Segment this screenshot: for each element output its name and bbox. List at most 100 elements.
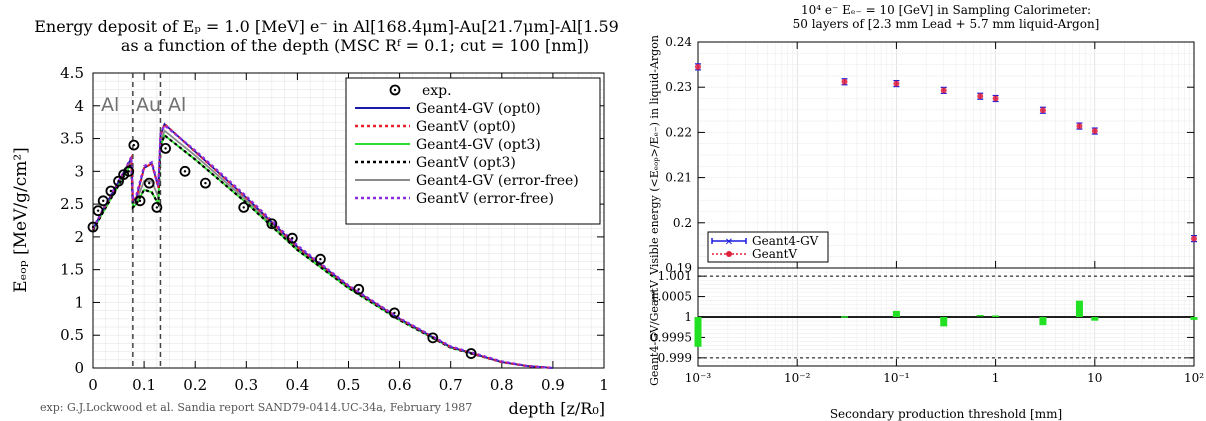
y-tick-label: 2.5 xyxy=(60,195,84,213)
y-tick-label: 3.5 xyxy=(60,130,84,148)
ratio-bar xyxy=(1190,317,1198,320)
right-bottom-plot-area: 0.999 0.9995 1 1.0005 1.001 10⁻³ 10⁻² 10⁻¹ 1 10 10… xyxy=(650,267,1204,385)
exp-point-dot xyxy=(183,170,187,173)
exp-point xyxy=(123,165,135,177)
exp-point xyxy=(427,332,439,344)
x-tick-label: 0.9 xyxy=(541,376,565,394)
exp-point xyxy=(353,283,365,295)
x-tick-label: 0.3 xyxy=(234,376,258,394)
exp-point xyxy=(143,177,155,189)
y-tick-label: 2 xyxy=(74,228,84,246)
left-legend: exp. Geant4-GV (opt0) GeantV (opt0) Gean… xyxy=(345,77,601,225)
left-footnote: exp: G.J.Lockwood et al. Sandia report S… xyxy=(40,401,472,414)
y-tick-label: 0.2 xyxy=(673,216,692,230)
exp-point xyxy=(151,201,163,213)
y-tick-label: 4.5 xyxy=(60,64,84,82)
region-label-al-1: Al xyxy=(101,94,119,116)
exp-point xyxy=(113,175,124,187)
left-y-axis-label: Eₑₒₚ [MeV/g/cm²] xyxy=(11,147,31,293)
ratio-bar xyxy=(1075,300,1083,317)
legend-exp-marker xyxy=(389,84,401,96)
x-tick-label: 0 xyxy=(88,376,98,394)
exp-point xyxy=(200,177,211,189)
exp-point xyxy=(286,232,298,244)
legend-gv-errfree: GeantV (error-free) xyxy=(416,191,554,207)
left-x-axis-label: depth [z/R₀] xyxy=(508,399,605,418)
exp-point xyxy=(314,253,326,265)
left-title-line-1: Energy deposit of Eₚ = 1.0 [MeV] e⁻ in A… xyxy=(34,17,620,36)
exp-point-dot xyxy=(132,143,136,147)
x-tick-label: 10 xyxy=(1087,371,1102,385)
exp-point xyxy=(87,221,99,233)
y-tick-label: 1 xyxy=(74,293,84,311)
legend-gv-opt0: GeantV (opt0) xyxy=(416,119,516,135)
exp-point xyxy=(266,218,278,230)
exp-point-dot xyxy=(138,199,142,203)
ratio-bar xyxy=(841,316,849,318)
gv-point xyxy=(1091,128,1098,135)
exp-point xyxy=(97,195,109,207)
exp-point-dot xyxy=(102,199,105,203)
y-tick-label: 0.9995 xyxy=(650,330,692,344)
region-label-al-2: Al xyxy=(168,94,186,116)
ratio-bar xyxy=(1039,317,1047,326)
legend-exp: exp. xyxy=(422,83,452,99)
ratio-bar xyxy=(992,315,1000,317)
exp-point-dot xyxy=(357,288,360,291)
gv-point xyxy=(841,78,848,85)
exp-point xyxy=(92,205,104,217)
exp-point-dot xyxy=(431,336,435,340)
right-top-plot-area: 0.19 0.2 0.21 0.22 0.23 0.24 xyxy=(665,35,1197,275)
ratio-bar xyxy=(976,315,984,317)
exp-point-dot xyxy=(393,311,396,315)
exp-point-dot xyxy=(270,222,274,225)
y-tick-label: 3 xyxy=(74,162,84,180)
exp-point-dot xyxy=(319,257,322,261)
x-tick-label: 0.5 xyxy=(337,376,361,394)
exp-point-dot xyxy=(242,206,245,209)
y-tick-label: 0.21 xyxy=(665,171,692,185)
legend-g4-opt3: Geant4-GV (opt3) xyxy=(416,137,541,153)
legend-gv-marker xyxy=(726,251,732,257)
y-tick-label: 0.24 xyxy=(665,35,692,49)
y-tick-label: 0.999 xyxy=(658,351,692,365)
left-title-line-2: as a function of the depth (MSC Rᶠ = 0.1… xyxy=(121,36,589,55)
right-chart: 10⁴ e⁻ Eₑ₋ = 10 [GeV] in Sampling Calori… xyxy=(648,3,1204,421)
exp-point-dot xyxy=(91,225,95,229)
exp-point-dot xyxy=(96,209,100,212)
gv-point xyxy=(893,80,900,87)
x-tick-label: 0.8 xyxy=(490,376,514,394)
gv-point xyxy=(992,95,999,102)
y-tick-label: 1.5 xyxy=(60,261,84,279)
ratio-bar xyxy=(694,317,702,347)
x-tick-label: 0.1 xyxy=(132,376,156,394)
y-tick-label: 0.23 xyxy=(665,80,692,94)
x-tick-label: 1 xyxy=(992,371,1000,385)
right-y-axis-label-bottom: Geant4-GV/GeantV xyxy=(648,279,661,386)
exp-point xyxy=(465,348,477,359)
y-tick-label: 1.0005 xyxy=(650,290,692,304)
y-tick-label: 4 xyxy=(74,97,84,115)
legend-g4-marker: ✕ xyxy=(725,237,733,248)
y-tick-label: 1.001 xyxy=(658,269,692,283)
exp-point-dot xyxy=(117,179,120,183)
exp-point-dot xyxy=(204,181,207,185)
exp-point-dot xyxy=(164,147,167,150)
exp-point xyxy=(160,142,171,154)
y-tick-label: 0.22 xyxy=(665,125,692,139)
ratio-bar xyxy=(892,310,900,317)
legend-g4-opt0: Geant4-GV (opt0) xyxy=(416,101,541,117)
gv-point xyxy=(1039,107,1046,114)
y-tick-label: 0.19 xyxy=(665,261,692,275)
right-x-axis-label: Secondary production threshold [mm] xyxy=(830,407,1062,421)
exp-point-dot xyxy=(148,181,151,185)
exp-point xyxy=(238,201,250,213)
legend-geantv: GeantV xyxy=(752,247,797,261)
x-tick-label: 0.4 xyxy=(285,376,309,394)
x-tick-label: 10⁻¹ xyxy=(883,371,909,385)
exp-point xyxy=(105,185,117,197)
gv-point xyxy=(940,87,947,94)
gv-point xyxy=(1191,235,1197,242)
gv-point xyxy=(695,63,701,70)
y-tick-label: 0 xyxy=(74,359,84,377)
